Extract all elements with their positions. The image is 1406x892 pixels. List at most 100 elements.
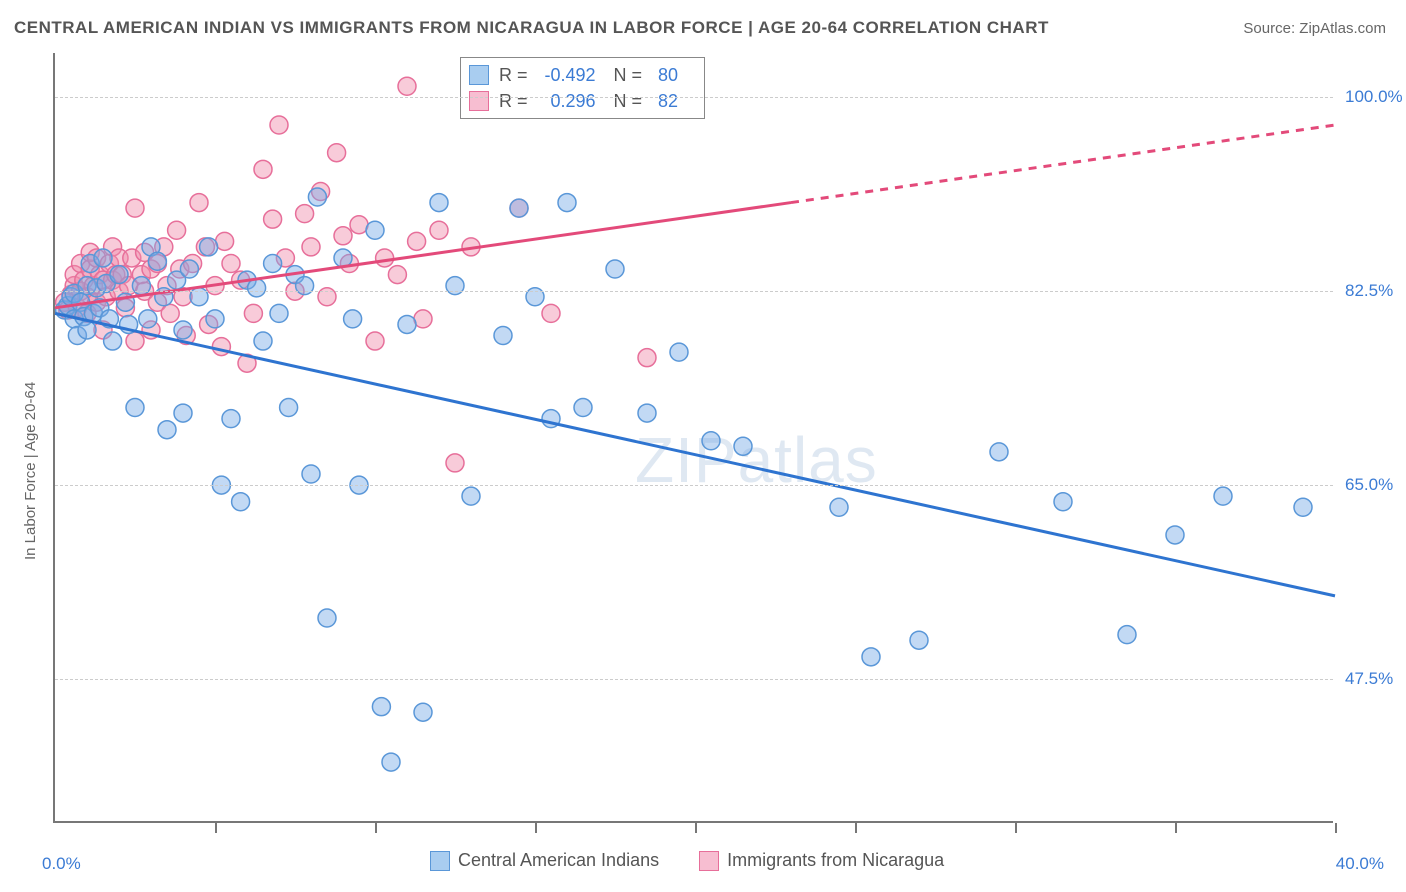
data-point-blue xyxy=(148,252,166,270)
data-point-pink xyxy=(638,349,656,367)
data-point-blue xyxy=(232,493,250,511)
x-tick xyxy=(1175,823,1177,833)
data-point-blue xyxy=(430,194,448,212)
x-tick xyxy=(855,823,857,833)
stat-r-value: 0.296 xyxy=(534,91,596,112)
y-tick-label: 100.0% xyxy=(1345,87,1403,107)
data-point-pink xyxy=(222,255,240,273)
stats-row-pink: R =0.296N =82 xyxy=(469,88,696,114)
data-point-pink xyxy=(366,332,384,350)
trend-line-blue xyxy=(55,313,1335,596)
data-point-blue xyxy=(398,315,416,333)
swatch-blue-icon xyxy=(469,65,489,85)
data-point-blue xyxy=(382,753,400,771)
data-point-blue xyxy=(200,238,218,256)
correlation-stats-box: R =-0.492N =80R =0.296N =82 xyxy=(460,57,705,119)
data-point-blue xyxy=(558,194,576,212)
source-link[interactable]: ZipAtlas.com xyxy=(1299,20,1386,37)
gridline xyxy=(55,97,1333,98)
data-point-blue xyxy=(606,260,624,278)
swatch-pink-icon xyxy=(469,91,489,111)
data-point-blue xyxy=(318,609,336,627)
y-axis-label: In Labor Force | Age 20-64 xyxy=(22,382,39,560)
stat-r-value: -0.492 xyxy=(534,65,596,86)
data-point-pink xyxy=(254,160,272,178)
data-point-blue xyxy=(302,465,320,483)
data-point-blue xyxy=(990,443,1008,461)
data-point-pink xyxy=(126,332,144,350)
data-point-pink xyxy=(190,194,208,212)
data-point-pink xyxy=(302,238,320,256)
gridline xyxy=(55,679,1333,680)
data-point-pink xyxy=(388,266,406,284)
x-tick xyxy=(215,823,217,833)
gridline xyxy=(55,485,1333,486)
data-point-blue xyxy=(372,698,390,716)
x-tick xyxy=(1015,823,1017,833)
stat-r-label: R = xyxy=(499,91,528,112)
data-point-pink xyxy=(264,210,282,228)
data-point-pink xyxy=(376,249,394,267)
chart-container: { "title": "CENTRAL AMERICAN INDIAN VS I… xyxy=(0,0,1406,892)
stat-n-label: N = xyxy=(614,91,643,112)
data-point-blue xyxy=(158,421,176,439)
data-point-blue xyxy=(174,321,192,339)
data-point-blue xyxy=(702,432,720,450)
data-point-blue xyxy=(1118,626,1136,644)
data-point-blue xyxy=(110,266,128,284)
data-point-blue xyxy=(510,199,528,217)
x-tick xyxy=(535,823,537,833)
data-point-blue xyxy=(264,255,282,273)
data-point-blue xyxy=(414,703,432,721)
data-point-blue xyxy=(1166,526,1184,544)
data-point-blue xyxy=(638,404,656,422)
data-point-blue xyxy=(94,249,112,267)
stats-row-blue: R = -0.492 N =80 xyxy=(469,62,696,88)
x-tick xyxy=(1335,823,1337,833)
y-tick-label: 82.5% xyxy=(1345,281,1393,301)
legend-item-blue: Central American Indians xyxy=(430,850,659,871)
stat-r-label: R = xyxy=(499,65,528,86)
data-point-blue xyxy=(574,399,592,417)
data-point-blue xyxy=(248,279,266,297)
data-point-blue xyxy=(222,410,240,428)
source-prefix: Source: xyxy=(1243,20,1299,37)
legend-item-pink: Immigrants from Nicaragua xyxy=(699,850,944,871)
data-point-pink xyxy=(126,199,144,217)
stat-n-value: 80 xyxy=(648,65,678,86)
data-point-blue xyxy=(78,321,96,339)
data-point-blue xyxy=(254,332,272,350)
data-point-blue xyxy=(910,631,928,649)
trend-line-ext-pink xyxy=(791,125,1335,203)
data-point-blue xyxy=(862,648,880,666)
data-point-pink xyxy=(244,304,262,322)
chart-title: CENTRAL AMERICAN INDIAN VS IMMIGRANTS FR… xyxy=(14,18,1049,38)
data-point-blue xyxy=(139,310,157,328)
stat-n-label: N = xyxy=(614,65,643,86)
data-point-blue xyxy=(126,399,144,417)
legend: Central American Indians Immigrants from … xyxy=(430,850,984,871)
y-tick-label: 65.0% xyxy=(1345,475,1393,495)
data-point-pink xyxy=(446,454,464,472)
data-point-pink xyxy=(296,205,314,223)
gridline xyxy=(55,291,1333,292)
data-point-blue xyxy=(104,332,122,350)
data-point-blue xyxy=(1294,498,1312,516)
y-tick-label: 47.5% xyxy=(1345,669,1393,689)
data-point-blue xyxy=(206,310,224,328)
legend-swatch-blue-icon xyxy=(430,851,450,871)
source-attribution: Source: ZipAtlas.com xyxy=(1243,20,1386,37)
data-point-blue xyxy=(280,399,298,417)
data-point-blue xyxy=(494,327,512,345)
data-point-blue xyxy=(270,304,288,322)
x-axis-start: 0.0% xyxy=(42,854,81,874)
x-tick xyxy=(695,823,697,833)
data-point-pink xyxy=(161,304,179,322)
data-point-blue xyxy=(734,437,752,455)
chart-svg xyxy=(55,53,1335,823)
data-point-blue xyxy=(366,221,384,239)
data-point-pink xyxy=(168,221,186,239)
data-point-blue xyxy=(344,310,362,328)
data-point-blue xyxy=(830,498,848,516)
legend-swatch-pink-icon xyxy=(699,851,719,871)
